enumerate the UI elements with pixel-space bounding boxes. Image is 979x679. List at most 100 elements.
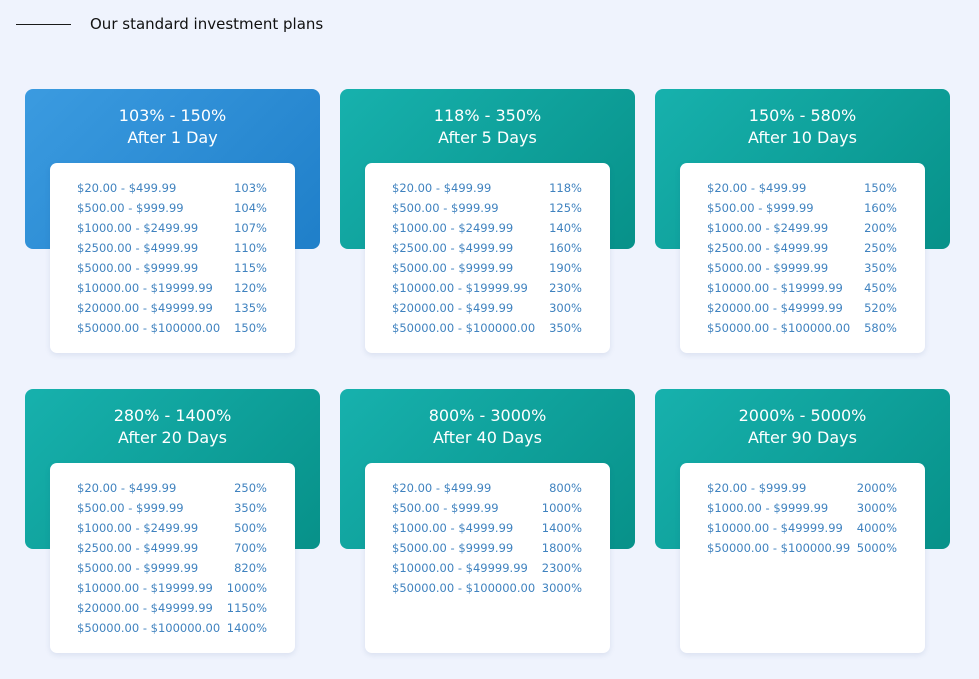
deposit-range: $1000.00 - $2499.99 <box>77 221 199 235</box>
deposit-range: $20.00 - $499.99 <box>77 181 177 195</box>
return-rate: 1800% <box>541 541 582 555</box>
return-rate: 4000% <box>856 521 897 535</box>
table-row: $2500.00 - $4999.99 700% <box>50 538 295 558</box>
return-rate: 350% <box>234 501 267 515</box>
plan-period: After 10 Days <box>748 128 857 147</box>
deposit-range: $50000.00 - $100000.99 <box>707 541 851 555</box>
deposit-range: $10000.00 - $19999.99 <box>707 281 843 295</box>
table-row: $20.00 - $499.99 250% <box>50 478 295 498</box>
return-rate: 120% <box>234 281 267 295</box>
table-row: $1000.00 - $4999.99 1400% <box>365 518 610 538</box>
return-rate: 3000% <box>856 501 897 515</box>
deposit-range: $5000.00 - $9999.99 <box>707 261 829 275</box>
plan-percent: 103% - 150% <box>118 106 227 125</box>
return-rate: 1400% <box>541 521 582 535</box>
table-row: $20.00 - $499.99 118% <box>365 178 610 198</box>
deposit-range: $1000.00 - $2499.99 <box>392 221 514 235</box>
return-rate: 150% <box>864 181 897 195</box>
return-rate: 1400% <box>226 621 267 635</box>
return-rate: 200% <box>864 221 897 235</box>
deposit-range: $5000.00 - $9999.99 <box>77 261 199 275</box>
table-row: $20.00 - $499.99 103% <box>50 178 295 198</box>
return-rate: 300% <box>549 301 582 315</box>
plan-rate-table: $20.00 - $499.99 103% $500.00 - $999.99 104… <box>50 163 295 353</box>
deposit-range: $1000.00 - $2499.99 <box>707 221 829 235</box>
return-rate: 230% <box>549 281 582 295</box>
return-rate: 107% <box>234 221 267 235</box>
table-row: $500.00 - $999.99 160% <box>680 198 925 218</box>
plan-rate-table: $20.00 - $499.99 800% $500.00 - $999.99 100… <box>365 463 610 653</box>
plan-percent: 150% - 580% <box>748 106 857 125</box>
deposit-range: $20.00 - $499.99 <box>707 181 807 195</box>
plan-card-2[interactable]: 118% - 350% After 5 Days $20.00 - $499.9… <box>340 89 635 354</box>
plan-card-5[interactable]: 800% - 3000% After 40 Days $20.00 - $499… <box>340 389 635 654</box>
table-row: $1000.00 - $2499.99 200% <box>680 218 925 238</box>
table-row: $10000.00 - $19999.99 450% <box>680 278 925 298</box>
return-rate: 2000% <box>856 481 897 495</box>
table-row: $1000.00 - $2499.99 140% <box>365 218 610 238</box>
deposit-range: $20.00 - $499.99 <box>77 481 177 495</box>
deposit-range: $10000.00 - $19999.99 <box>392 281 528 295</box>
deposit-range: $50000.00 - $100000.00 <box>392 581 536 595</box>
table-row: $10000.00 - $49999.99 2300% <box>365 558 610 578</box>
plan-percent: 280% - 1400% <box>113 406 232 425</box>
return-rate: 1000% <box>226 581 267 595</box>
plan-period: After 20 Days <box>118 428 227 447</box>
table-row: $10000.00 - $19999.99 120% <box>50 278 295 298</box>
deposit-range: $2500.00 - $4999.99 <box>392 241 514 255</box>
plan-period: After 90 Days <box>748 428 857 447</box>
table-row: $5000.00 - $9999.99 1800% <box>365 538 610 558</box>
plan-card-3[interactable]: 150% - 580% After 10 Days $20.00 - $499.… <box>655 89 950 354</box>
plan-percent: 2000% - 5000% <box>738 406 867 425</box>
return-rate: 250% <box>864 241 897 255</box>
table-row: $5000.00 - $9999.99 190% <box>365 258 610 278</box>
return-rate: 135% <box>234 301 267 315</box>
deposit-range: $50000.00 - $100000.00 <box>77 621 221 635</box>
return-rate: 160% <box>549 241 582 255</box>
table-row: $500.00 - $999.99 1000% <box>365 498 610 518</box>
return-rate: 250% <box>234 481 267 495</box>
table-row: $2500.00 - $4999.99 250% <box>680 238 925 258</box>
deposit-range: $2500.00 - $4999.99 <box>77 241 199 255</box>
plan-period: After 5 Days <box>438 128 537 147</box>
deposit-range: $20.00 - $999.99 <box>707 481 807 495</box>
plan-rate-table: $20.00 - $999.99 2000% $1000.00 - $9999.99… <box>680 463 925 653</box>
plan-card-6[interactable]: 2000% - 5000% After 90 Days $20.00 - $99… <box>655 389 950 654</box>
table-row: $1000.00 - $2499.99 500% <box>50 518 295 538</box>
deposit-range: $5000.00 - $9999.99 <box>392 261 514 275</box>
plan-period: After 1 Day <box>127 128 218 147</box>
table-row: $10000.00 - $19999.99 230% <box>365 278 610 298</box>
return-rate: 580% <box>864 321 897 335</box>
deposit-range: $500.00 - $999.99 <box>77 501 184 515</box>
return-rate: 350% <box>549 321 582 335</box>
heading-divider <box>16 23 71 25</box>
deposit-range: $500.00 - $999.99 <box>392 501 499 515</box>
deposit-range: $500.00 - $999.99 <box>77 201 184 215</box>
table-row: $2500.00 - $4999.99 110% <box>50 238 295 258</box>
table-row: $50000.00 - $100000.00 350% <box>365 318 610 338</box>
table-row: $20000.00 - $499.99 300% <box>365 298 610 318</box>
plan-card-1[interactable]: 103% - 150% After 1 Day $20.00 - $499.99… <box>25 89 320 354</box>
deposit-range: $5000.00 - $9999.99 <box>392 541 514 555</box>
table-row: $2500.00 - $4999.99 160% <box>365 238 610 258</box>
table-row: $500.00 - $999.99 125% <box>365 198 610 218</box>
return-rate: 104% <box>234 201 267 215</box>
table-row: $1000.00 - $2499.99 107% <box>50 218 295 238</box>
return-rate: 820% <box>234 561 267 575</box>
deposit-range: $1000.00 - $4999.99 <box>392 521 514 535</box>
plan-rate-table: $20.00 - $499.99 118% $500.00 - $999.99 125… <box>365 163 610 353</box>
return-rate: 3000% <box>541 581 582 595</box>
return-rate: 450% <box>864 281 897 295</box>
return-rate: 700% <box>234 541 267 555</box>
table-row: $5000.00 - $9999.99 350% <box>680 258 925 278</box>
return-rate: 500% <box>234 521 267 535</box>
table-row: $20.00 - $999.99 2000% <box>680 478 925 498</box>
deposit-range: $50000.00 - $100000.00 <box>392 321 536 335</box>
table-row: $500.00 - $999.99 350% <box>50 498 295 518</box>
return-rate: 800% <box>549 481 582 495</box>
table-row: $5000.00 - $9999.99 820% <box>50 558 295 578</box>
deposit-range: $10000.00 - $49999.99 <box>392 561 528 575</box>
plan-card-4[interactable]: 280% - 1400% After 20 Days $20.00 - $499… <box>25 389 320 654</box>
deposit-range: $20.00 - $499.99 <box>392 181 492 195</box>
return-rate: 1150% <box>226 601 267 615</box>
